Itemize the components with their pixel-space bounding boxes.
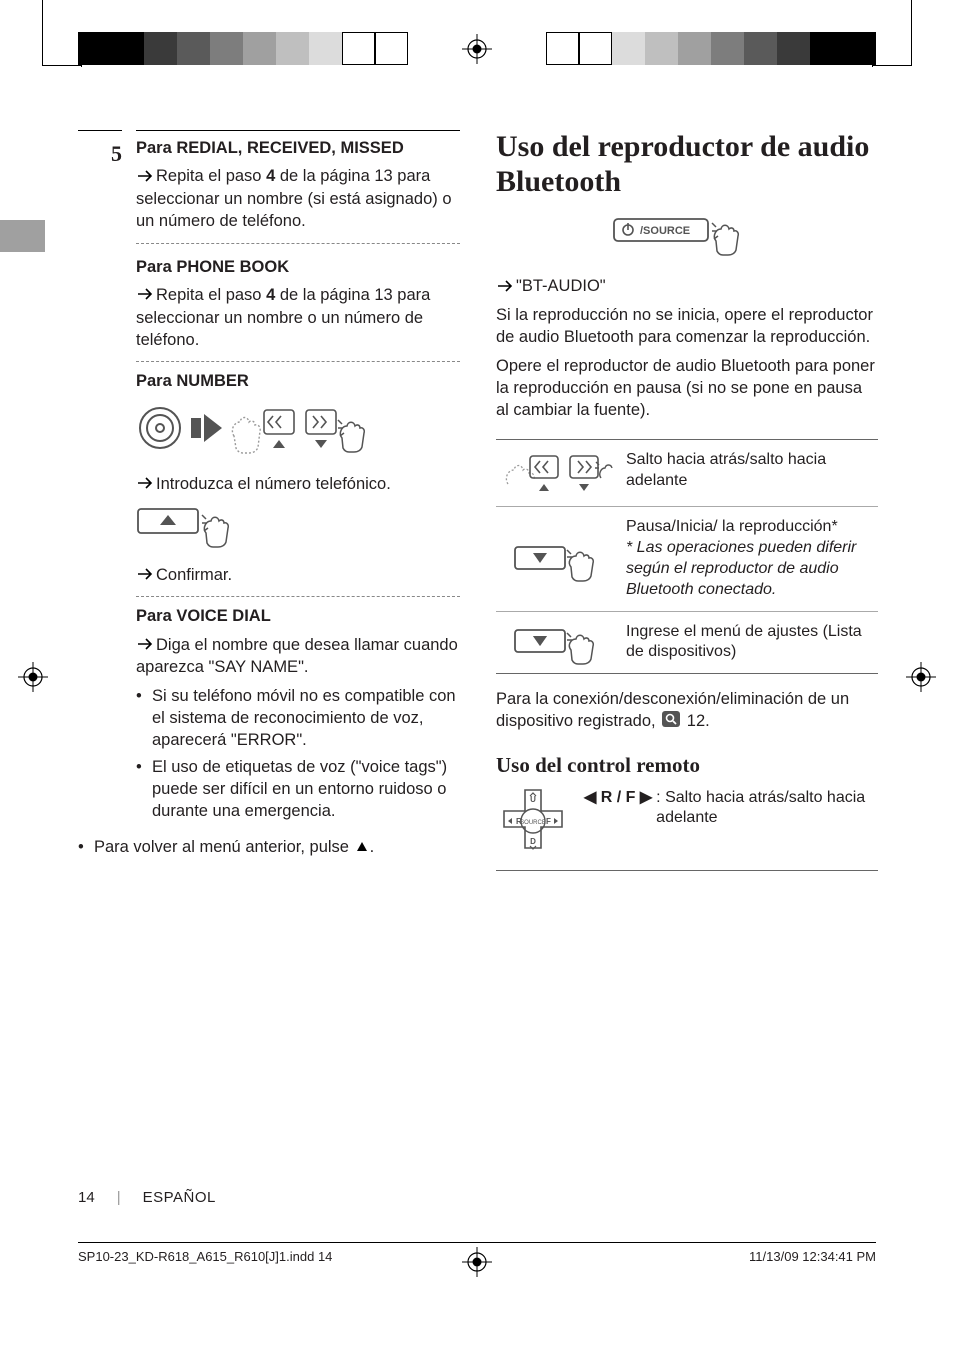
number-confirm-text: Confirmar. (136, 564, 460, 587)
back-note: Para volver al menú anterior, pulse . (78, 836, 460, 859)
phonebook-heading: Para PHONE BOOK (136, 256, 460, 278)
redial-heading: Para REDIAL, RECEIVED, MISSED (136, 137, 460, 159)
menu-text: Ingrese el menú de ajustes (Lista de dis… (624, 612, 878, 674)
registration-mark-top (462, 34, 492, 64)
list-item: El uso de etiquetas de voz ("voice tags"… (136, 756, 460, 823)
svg-text:R: R (516, 817, 522, 826)
svg-text:D: D (530, 837, 536, 846)
table-row: Salto hacia atrás/salto hacia adelante (496, 440, 878, 506)
source-button-illustration: /SOURCE (496, 213, 878, 261)
voicedial-heading: Para VOICE DIAL (136, 605, 460, 627)
svg-text:SOURCE: SOURCE (520, 820, 546, 826)
number-controls-illustration (136, 400, 460, 462)
print-file-name: SP10-23_KD-R618_A615_R610[J]1.indd 14 (78, 1249, 332, 1264)
play-button-icon (496, 507, 624, 610)
crop-ruler-inner (42, 42, 82, 67)
remote-row: SOURCE U D R F ◀ R / F ▶ : Salto hacia a… (496, 788, 878, 871)
remote-subtitle: Uso del control remoto (496, 751, 878, 779)
connection-note: Para la conexión/desconexión/eliminación… (496, 688, 878, 733)
magnifier-icon (662, 711, 680, 733)
left-column: 5 Para REDIAL, RECEIVED, MISSED Repita e… (78, 130, 460, 1200)
registration-mark-right (906, 662, 936, 692)
gray-swatches-left (78, 32, 408, 65)
print-timestamp: 11/13/09 12:34:41 PM (749, 1249, 876, 1264)
remote-text: ◀ R / F ▶ : Salto hacia atrás/salto haci… (584, 788, 878, 854)
crop-ruler-right-inner (872, 42, 912, 67)
phonebook-body: Repita el paso 4 de la página 13 para se… (136, 284, 460, 351)
step-number: 5 (78, 137, 122, 169)
bt-audio-line: "BT-AUDIO" (496, 275, 878, 298)
footer-language: ESPAÑOL (143, 1189, 216, 1206)
section-title: Uso del reproductor de audio Bluetooth (496, 130, 878, 199)
divider-dashed (136, 361, 460, 362)
list-item: Si su teléfono móvil no es compatible co… (136, 685, 460, 752)
divider-dashed (136, 596, 460, 597)
registration-mark-bottom (462, 1247, 492, 1277)
gray-swatches-right (546, 32, 876, 65)
list-item: Para volver al menú anterior, pulse . (78, 836, 460, 859)
svg-text:/SOURCE: /SOURCE (640, 225, 690, 237)
svg-text:U: U (530, 795, 536, 804)
arrow-right-icon (138, 564, 154, 586)
skip-buttons-icon (496, 440, 624, 506)
bt-para1: Si la reproducción no se inicia, opere e… (496, 304, 878, 349)
arrow-right-icon (498, 276, 514, 298)
arrow-right-icon (138, 473, 154, 495)
voicedial-body: Diga el nombre que desea llamar cuando a… (136, 634, 460, 679)
arrow-right-icon (138, 166, 154, 188)
play-text: Pausa/Inicia/ la reproducción* * Las ope… (624, 507, 878, 610)
operation-table: Salto hacia atrás/salto hacia adelante P… (496, 439, 878, 674)
number-enter-text: Introduzca el número telefónico. (136, 473, 460, 496)
section-tab-marker (0, 220, 45, 252)
redial-body: Repita el paso 4 de la página 13 para se… (136, 165, 460, 232)
footer-separator: | (117, 1189, 121, 1206)
page-number: 14 (78, 1189, 95, 1206)
remote-key-label: ◀ R / F ▶ (584, 788, 652, 854)
right-column: Uso del reproductor de audio Bluetooth /… (496, 130, 878, 1200)
crop-region-top (0, 0, 954, 85)
print-footer: SP10-23_KD-R618_A615_R610[J]1.indd 14 11… (78, 1242, 876, 1264)
arrow-right-icon (138, 634, 154, 656)
down-button-illustration (136, 503, 460, 553)
menu-button-icon (496, 612, 624, 674)
table-row: Pausa/Inicia/ la reproducción* * Las ope… (496, 506, 878, 610)
arrow-right-icon (138, 284, 154, 306)
table-row: Ingrese el menú de ajustes (Lista de dis… (496, 611, 878, 674)
number-heading: Para NUMBER (136, 370, 460, 392)
registration-mark-left (18, 662, 48, 692)
voicedial-bullets: Si su teléfono móvil no es compatible co… (136, 685, 460, 823)
skip-text: Salto hacia atrás/salto hacia adelante (624, 440, 878, 506)
divider-dashed (136, 243, 460, 244)
remote-dpad-icon: SOURCE U D R F (496, 788, 570, 854)
bt-para2: Opere el reproductor de audio Bluetooth … (496, 355, 878, 422)
up-triangle-icon (356, 837, 368, 859)
svg-text:F: F (546, 817, 551, 826)
page-footer: 14 | ESPAÑOL (78, 1189, 216, 1206)
